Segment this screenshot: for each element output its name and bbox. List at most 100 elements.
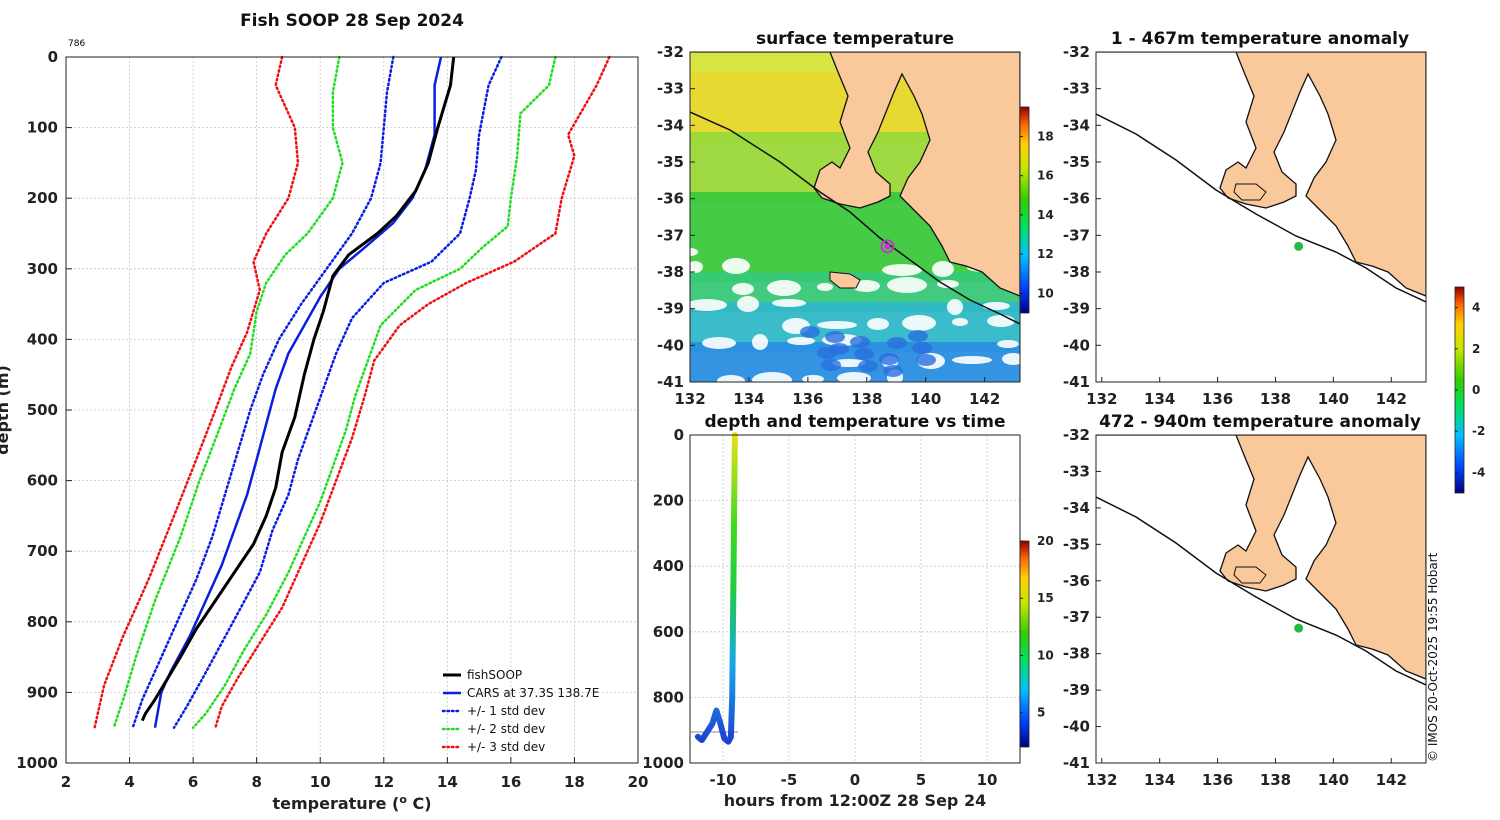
anomaly-upper-y-ticks: -32 -33 -34 -35 -36 -37 -38 -39 -40 -41: [1063, 43, 1101, 391]
anomaly-upper-marker: [1294, 241, 1304, 251]
sst-cloud-gap: [987, 315, 1015, 327]
profile-y-tick-label: 600: [27, 472, 58, 490]
profile-x-tick-label: 20: [628, 773, 649, 791]
anomaly-lower-x-tick-label: 140: [1318, 771, 1349, 789]
anomaly-lower-x-tick-label: 142: [1376, 771, 1407, 789]
sst-cloud-gap: [772, 299, 806, 307]
depth-time-y-tick-label: 1000: [642, 754, 684, 772]
sst-cloud-gap: [752, 372, 792, 382]
sst-cloud-gap: [837, 372, 871, 382]
anomaly-colorbar-tick-label: -2: [1472, 424, 1485, 438]
sst-cloud-gap: [902, 315, 936, 331]
sst-cloud-gap: [867, 318, 889, 330]
anomaly-upper-y-tick-label: -37: [1063, 226, 1090, 244]
profile-y-tick-label: 900: [27, 683, 58, 701]
anomaly-upper-x-ticks: 132 134 136 138 140 142: [1086, 377, 1407, 408]
sst-colorbar-tick-label: 16: [1037, 169, 1054, 183]
profile-y-tick-label: 1000: [16, 754, 58, 772]
anomaly-upper-y-tick-label: -34: [1063, 116, 1090, 134]
sst-cloud-gap: [952, 318, 968, 326]
sst-x-tick-label: 142: [969, 390, 1000, 408]
profile-series-line: [214, 55, 611, 729]
sst-cloud-gap: [737, 296, 759, 312]
sst-y-ticks: -32 -33 -34 -35 -36 -37 -38 -39 -40 -41: [657, 43, 695, 391]
sst-cool-patch: [821, 359, 841, 371]
depth-time-title: depth and temperature vs time: [705, 412, 1006, 432]
depth-time-y-ticks: 0 200 400 600 800 1000: [642, 426, 684, 772]
sst-cloud-gap: [952, 356, 992, 364]
anomaly-colorbar-tick-label: 4: [1472, 301, 1480, 315]
sst-map: surface temperature 132 134 136 138 140 142 -…: [657, 29, 1054, 408]
anomaly-lower-x-tick-label: 136: [1202, 771, 1233, 789]
sst-y-tick-label: -32: [657, 43, 684, 61]
sst-cloud-gap: [690, 261, 703, 273]
anomaly-colorbar-tick-label: 2: [1472, 342, 1480, 356]
sst-cloud-gap: [722, 258, 750, 274]
anomaly-lower-x-tick-label: 138: [1260, 771, 1291, 789]
depth-time-y-tick-label: 0: [674, 426, 684, 444]
sst-colorbar-tick-label: 14: [1037, 208, 1054, 222]
anomaly-lower-y-tick-label: -36: [1063, 572, 1090, 590]
anomaly-lower-y-tick-label: -33: [1063, 462, 1090, 480]
profile-legend-label: CARS at 37.3S 138.7E: [467, 686, 599, 700]
profile-y-ticks: 0 100 200 300 400 500 600 700 800 900 1000: [16, 48, 72, 772]
anomaly-lower-frame: [1095, 434, 1427, 764]
profile-grid: [65, 56, 639, 764]
profile-series-line: [112, 55, 344, 729]
profile-y-tick-label: 800: [27, 613, 58, 631]
sst-cool-patch: [817, 347, 837, 359]
profile-x-tick-label: 8: [251, 773, 261, 791]
depth-time-y-tick-label: 400: [653, 557, 684, 575]
profile-x-tick-label: 16: [500, 773, 521, 791]
main-title: Fish SOOP 28 Sep 2024: [240, 11, 464, 31]
sst-colorbar-tick-label: 10: [1037, 286, 1054, 300]
depth-time-colorbar: [1019, 540, 1030, 748]
sst-cloud-gap: [817, 321, 857, 329]
profile-x-tick-label: 2: [61, 773, 71, 791]
anomaly-colorbar-ticks: -4 -2 0 2 4: [1455, 301, 1485, 479]
anomaly-upper-y-tick-label: -40: [1063, 336, 1090, 354]
profile-series-line: [140, 56, 456, 722]
sst-x-tick-label: 134: [733, 390, 764, 408]
depth-time-x-tick-label: 5: [916, 771, 926, 789]
profile-x-tick-label: 4: [124, 773, 134, 791]
anomaly-upper-y-tick-label: -41: [1063, 373, 1090, 391]
sst-x-tick-label: 132: [674, 390, 705, 408]
sst-y-tick-label: -38: [657, 263, 684, 281]
depth-time-colorbar-ticks: 5 10 15 20: [1020, 534, 1054, 720]
profile-id: 786: [68, 39, 85, 49]
anomaly-lower-marker: [1294, 623, 1304, 633]
anomaly-upper-y-tick-label: -32: [1063, 43, 1090, 61]
anomaly-colorbar-tick-label: -4: [1472, 465, 1485, 479]
profile-chart: Fish SOOP 28 Sep 2024 786 2 4 6 8 10 12 14 16 18…: [0, 11, 648, 813]
depth-time-x-label: hours from 12:00Z 28 Sep 24: [724, 791, 986, 810]
anomaly-upper-x-tick-label: 136: [1202, 390, 1233, 408]
sst-cloud-gap: [767, 280, 801, 296]
depth-time-colorbar-tick-label: 10: [1037, 648, 1054, 662]
sst-cool-patch: [825, 331, 845, 343]
sst-cloud-gap: [947, 299, 963, 315]
anomaly-upper-y-tick-label: -39: [1063, 300, 1090, 318]
profile-legend-label: +/- 3 std dev: [467, 740, 545, 754]
profile-legend-label: fishSOOP: [467, 668, 522, 682]
depth-time-y-tick-label: 800: [653, 688, 684, 706]
sst-colorbar-ticks: 10 12 14 16 18: [1020, 129, 1054, 300]
sst-cloud-gap: [702, 337, 736, 349]
sst-y-tick-label: -39: [657, 300, 684, 318]
anomaly-upper-x-tick-label: 134: [1144, 390, 1175, 408]
sst-x-tick-label: 140: [910, 390, 941, 408]
profile-x-tick-label: 12: [373, 773, 394, 791]
profile-y-label: depth (m): [0, 365, 12, 455]
sst-x-ticks: 132 134 136 138 140 142: [674, 377, 1000, 408]
depth-time-y-tick-label: 600: [653, 623, 684, 641]
profile-y-tick-label: 0: [48, 48, 58, 66]
sst-colorbar-tick-label: 18: [1037, 129, 1054, 143]
sst-cool-patch: [800, 326, 820, 338]
anomaly-lower-contour: [1096, 496, 1426, 686]
profile-series-line: [172, 55, 503, 729]
anomaly-upper-frame: [1095, 51, 1427, 383]
sst-cloud-gap: [882, 264, 922, 276]
profile-series: [93, 55, 611, 729]
anomaly-lower-x-tick-label: 132: [1086, 771, 1117, 789]
sst-cool-patch: [912, 342, 932, 354]
